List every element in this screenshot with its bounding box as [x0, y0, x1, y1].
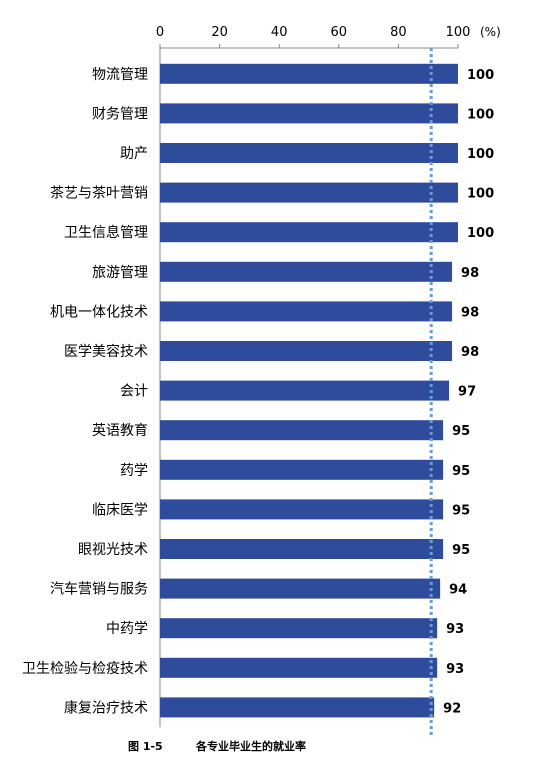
value-label: 100: [467, 107, 494, 122]
value-label: 93: [446, 622, 464, 637]
x-tick-label: 80: [390, 25, 407, 40]
bar: [160, 499, 444, 520]
value-label: 98: [461, 345, 479, 360]
value-label: 100: [467, 147, 494, 162]
category-label: 茶艺与茶叶营销: [50, 186, 148, 202]
bar: [160, 618, 438, 639]
figure-title: 各专业毕业生的就业率: [196, 740, 306, 753]
value-label: 98: [461, 266, 479, 281]
employment-rate-bar-chart: 0 20 40 60 80 100 (%) 物流管理财务管理助产茶艺与茶叶营销卫生信息管理旅…: [22, 25, 501, 735]
bar: [160, 697, 435, 718]
x-tick-label: 100: [446, 25, 471, 40]
bar: [160, 63, 458, 84]
figure-caption: 图 1-5 各专业毕业生的就业率: [0, 738, 539, 756]
x-tick-label: 60: [331, 25, 348, 40]
value-label: 93: [446, 662, 464, 677]
value-label: 97: [458, 385, 476, 400]
category-label: 卫生信息管理: [64, 224, 148, 241]
x-axis-unit: (%): [480, 25, 501, 39]
bar: [160, 539, 444, 559]
x-tick-label: 40: [271, 25, 288, 40]
category-label: 药学: [120, 463, 148, 479]
category-label: 机电一体化技术: [50, 304, 148, 320]
category-label: 卫生检验与检疫技术: [22, 661, 148, 677]
category-label: 医学美容技术: [64, 343, 148, 360]
x-tick-label: 20: [211, 25, 228, 40]
value-label: 95: [452, 424, 470, 439]
category-label: 会计: [120, 384, 148, 400]
value-label: 95: [452, 543, 470, 558]
bars: [160, 63, 458, 718]
value-label: 95: [452, 464, 470, 479]
value-label: 95: [452, 503, 470, 518]
value-label: 100: [467, 226, 494, 241]
category-label: 物流管理: [92, 67, 148, 83]
bar: [160, 103, 458, 124]
bar: [160, 380, 450, 401]
bar: [160, 143, 458, 163]
category-label: 助产: [120, 146, 148, 162]
bar: [160, 182, 458, 203]
category-label: 旅游管理: [92, 265, 148, 281]
bar: [160, 459, 444, 480]
bar: [160, 420, 444, 441]
bar: [160, 657, 438, 678]
category-label: 中药学: [106, 621, 148, 637]
category-label: 临床医学: [92, 502, 148, 518]
category-label: 英语教育: [92, 422, 148, 439]
category-label: 眼视光技术: [78, 542, 148, 558]
bar: [160, 301, 453, 322]
value-label: 94: [449, 583, 467, 598]
bar: [160, 578, 441, 599]
value-label: 100: [467, 68, 494, 83]
category-label: 财务管理: [92, 106, 148, 122]
category-labels: 物流管理财务管理助产茶艺与茶叶营销卫生信息管理旅游管理机电一体化技术医学美容技术…: [22, 67, 148, 717]
value-label: 98: [461, 305, 479, 320]
value-labels: 100 100 100 100 100 98 98 98 97 95 95 95 95 94 93 93 92: [443, 68, 494, 717]
value-label: 100: [467, 187, 494, 202]
x-tick-label: 0: [156, 25, 164, 40]
category-label: 汽车营销与服务: [50, 581, 148, 598]
bar: [160, 222, 458, 243]
bar: [160, 341, 453, 361]
category-label: 康复治疗技术: [64, 699, 148, 716]
figure-number: 图 1-5: [128, 740, 163, 753]
value-label: 92: [443, 701, 461, 716]
bar: [160, 261, 453, 282]
